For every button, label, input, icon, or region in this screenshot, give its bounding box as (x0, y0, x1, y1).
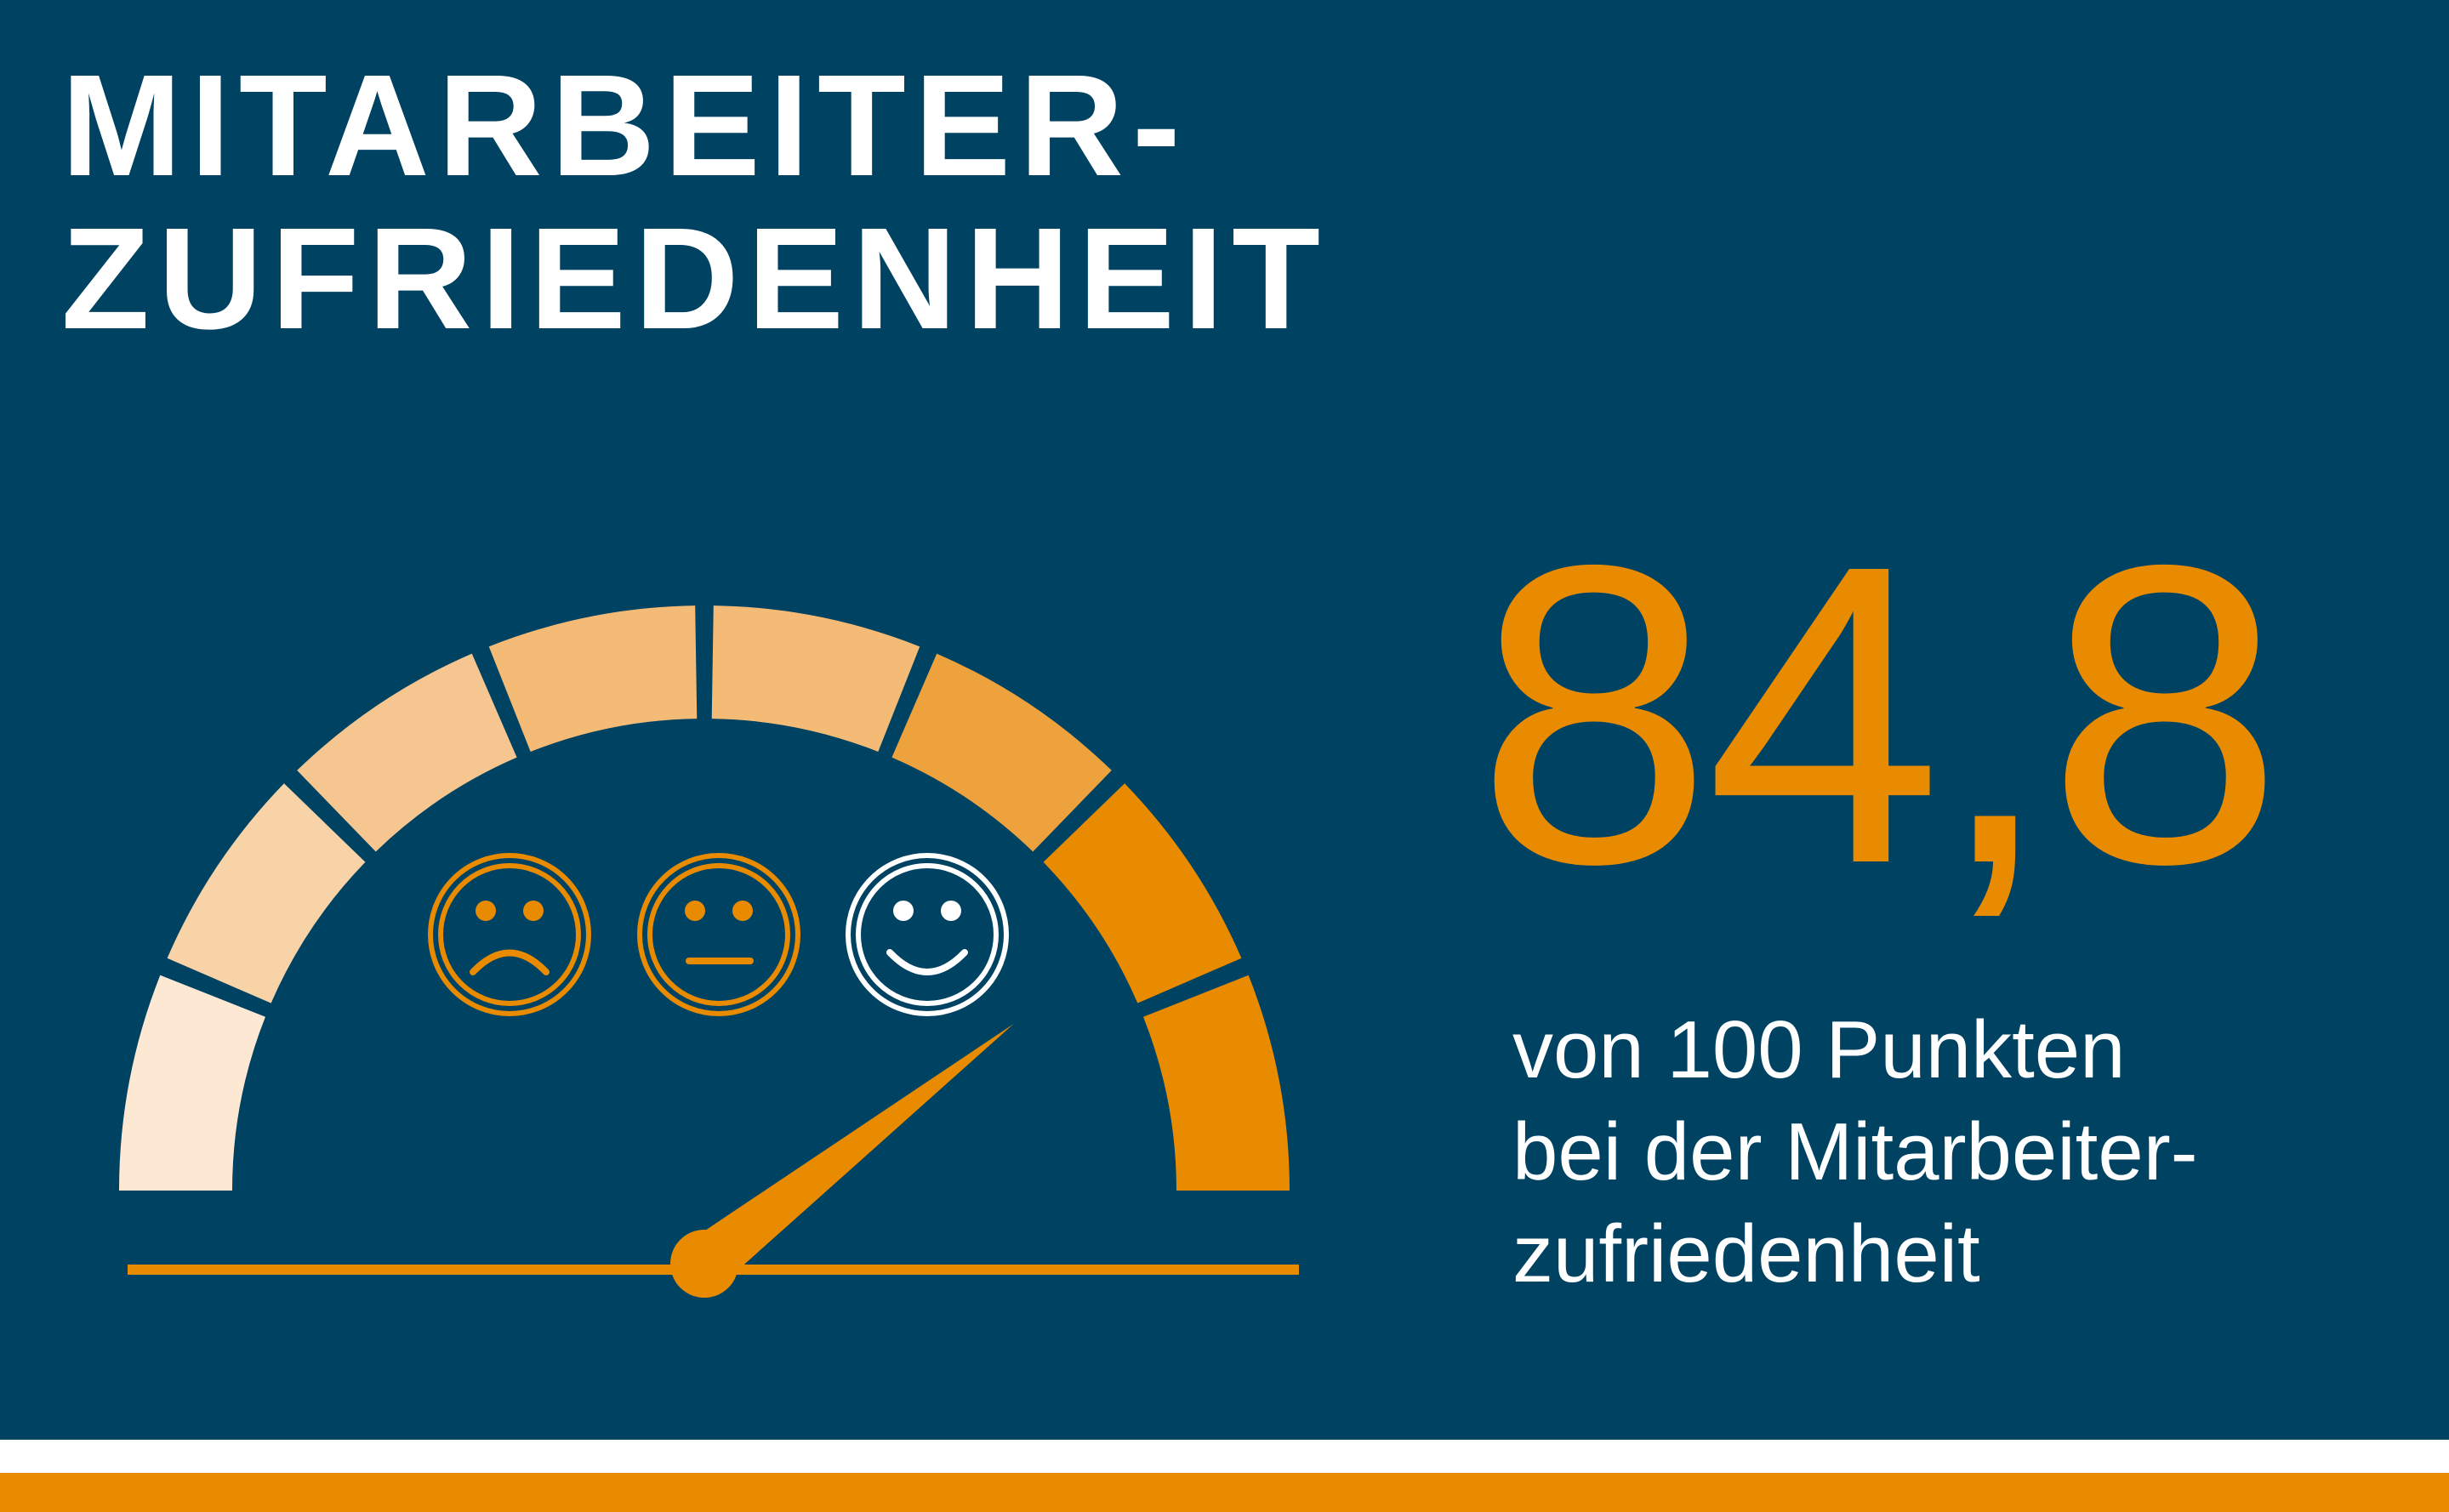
gauge-segment (1043, 783, 1242, 1003)
title-line-1: MITARBEITER- (61, 45, 1189, 207)
infographic-panel: MITARBEITER- ZUFRIEDENHEIT (0, 0, 2449, 1440)
gauge-segment (891, 653, 1112, 852)
satisfaction-gauge (119, 605, 1299, 1298)
description-line-3: zufriedenheit (1512, 1208, 1980, 1299)
gauge-segment (1143, 975, 1290, 1191)
gauge-segment (488, 605, 698, 752)
sad-face-icon (428, 853, 591, 1016)
gauge-needle (687, 1024, 1014, 1286)
neutral-face-icon (637, 853, 800, 1016)
gauge-needle-hub (670, 1230, 738, 1298)
happy-face-icon (846, 853, 1009, 1016)
page-title: MITARBEITER- ZUFRIEDENHEIT (61, 49, 1329, 355)
description-line-1: von 100 Punkten (1512, 1004, 2126, 1095)
footer-accent-stripe (0, 1473, 2449, 1512)
gauge-segment (297, 653, 517, 852)
title-line-2: ZUFRIEDENHEIT (61, 198, 1329, 360)
gauge-segment (167, 783, 366, 1003)
gauge-segment (711, 605, 920, 752)
score-description: von 100 Punkten bei der Mitarbeiter- zuf… (1512, 999, 2198, 1305)
description-line-2: bei der Mitarbeiter- (1512, 1106, 2198, 1197)
gauge-segment (119, 975, 265, 1191)
gauge-segments (119, 605, 1290, 1191)
score-value: 84,8 (1476, 476, 2283, 952)
